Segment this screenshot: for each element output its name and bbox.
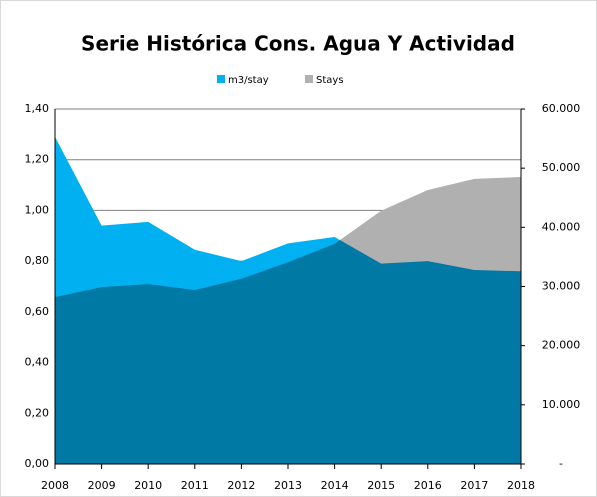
x-tick-label: 2017 xyxy=(460,479,488,492)
x-tick-label: 2008 xyxy=(41,479,69,492)
x-tick-label: 2014 xyxy=(321,479,349,492)
x-tick-label: 2018 xyxy=(507,479,535,492)
chart-title: Serie Histórica Cons. Agua Y Actividad xyxy=(81,32,515,56)
area xyxy=(55,177,521,464)
y-tick-label: 0,80 xyxy=(25,254,50,267)
y2-tick-label: - xyxy=(559,457,563,470)
y-tick-label: 0,60 xyxy=(25,305,50,318)
y-tick-label: 1,20 xyxy=(25,153,50,166)
y2-tick-label: 40.000 xyxy=(542,220,581,233)
x-tick-label: 2015 xyxy=(367,479,395,492)
x-tick-label: 2012 xyxy=(227,479,255,492)
y2-tick-label: 50.000 xyxy=(542,161,581,174)
y-tick-label: 1,00 xyxy=(25,203,50,216)
legend-label: m3/stay xyxy=(228,75,269,86)
x-tick-label: 2010 xyxy=(134,479,162,492)
x-tick-label: 2016 xyxy=(414,479,442,492)
y2-tick-label: 30.000 xyxy=(542,280,581,293)
y2-tick-label: 10.000 xyxy=(542,398,581,411)
y-tick-label: 1,40 xyxy=(25,102,50,115)
y-tick-label: 0,20 xyxy=(25,406,50,419)
y2-tick-label: 20.000 xyxy=(542,339,581,352)
legend-label: Stays xyxy=(316,75,344,86)
legend-swatch xyxy=(305,75,313,83)
y2-tick-label: 60.000 xyxy=(542,102,581,115)
x-tick-label: 2013 xyxy=(274,479,302,492)
x-tick-label: 2009 xyxy=(88,479,116,492)
x-tick-label: 2011 xyxy=(181,479,209,492)
y-tick-label: 0,40 xyxy=(25,356,50,369)
plot-areas xyxy=(55,136,521,464)
legend-swatch xyxy=(217,75,225,83)
y-tick-label: 0,00 xyxy=(25,457,50,470)
